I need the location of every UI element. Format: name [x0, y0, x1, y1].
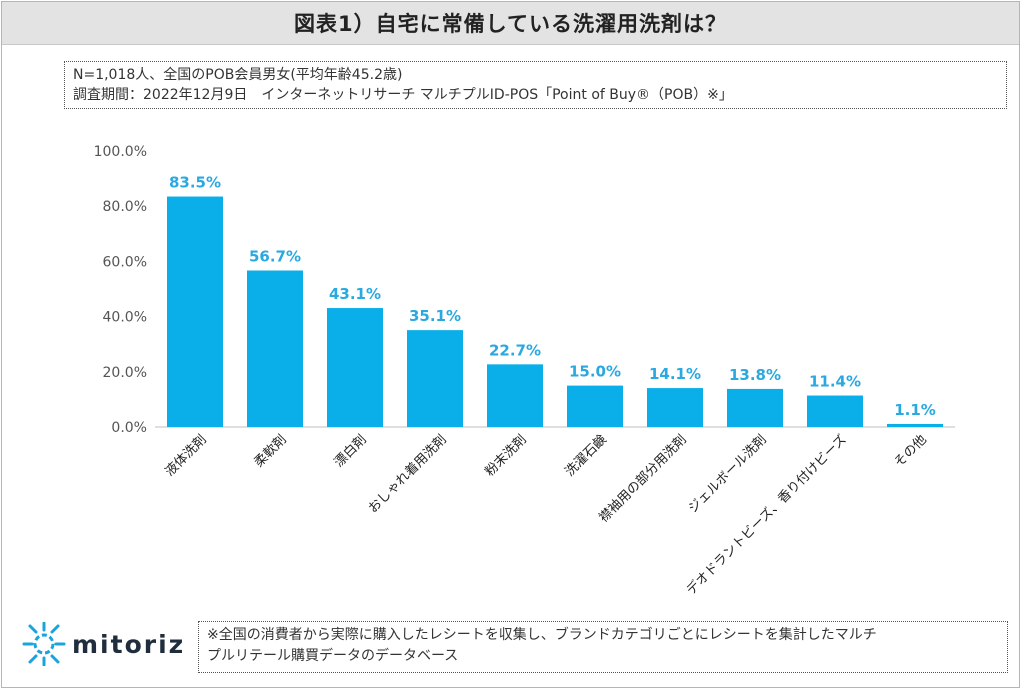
category-label: ジェルボール洗剤 — [685, 432, 770, 517]
footnote-box: ※全国の消費者から実際に購入したレシートを収集し、ブランドカテゴリごとにレシート… — [198, 621, 1008, 673]
data-label: 13.8% — [729, 366, 781, 384]
bar-chart: 0.0% 20.0% 40.0% 60.0% 80.0% 100.0% 83.5% 56.7… — [94, 144, 955, 599]
footnote-line-1: ※全国の消費者から実際に購入したレシートを収集し、ブランドカテゴリごとにレシート… — [207, 627, 877, 643]
category-label: 襟袖用の部分用洗剤 — [596, 432, 690, 526]
data-label: 11.4% — [809, 373, 861, 391]
category-label: 洗濯石鹸 — [562, 432, 609, 479]
y-tick-label: 60.0% — [103, 254, 147, 270]
bar — [567, 385, 623, 427]
data-label: 35.1% — [409, 307, 461, 325]
data-label: 56.7% — [249, 248, 301, 266]
y-tick-label: 20.0% — [103, 365, 147, 381]
data-label: 15.0% — [569, 363, 621, 381]
category-label: 粉末洗剤 — [482, 432, 530, 480]
y-tick-label: 40.0% — [103, 310, 147, 326]
bars — [167, 196, 943, 427]
logo-text: mitoriz — [72, 629, 186, 659]
data-labels: 83.5% 56.7% 43.1% 35.1% 22.7% 15.0% 14.1% 13.8%… — [169, 174, 936, 419]
bar — [327, 308, 383, 427]
category-label: 柔軟剤 — [251, 432, 290, 471]
bar — [167, 196, 223, 427]
bar — [407, 330, 463, 427]
survey-info-line-1: N=1,018人、全国のPOB会員男女(平均年齢45.2歳) — [73, 67, 403, 83]
mitoriz-logo-icon — [22, 622, 66, 666]
footnote-line-2: プルリテール購買データのデータベース — [207, 648, 459, 664]
y-tick-label: 80.0% — [103, 199, 147, 215]
survey-info-line-2: 調査期間：2022年12月9日 インターネットリサーチ マルチプルID-POS「… — [73, 87, 733, 103]
category-label: 液体洗剤 — [162, 432, 210, 480]
bar — [487, 364, 543, 427]
brand-logo: mitoriz — [22, 622, 185, 666]
data-label: 1.1% — [894, 401, 936, 419]
category-label: 漂白剤 — [331, 432, 370, 471]
category-label: デオドラントビーズ、香り付けビーズ — [683, 432, 850, 599]
category-label: おしゃれ着用洗剤 — [365, 432, 450, 517]
data-label: 14.1% — [649, 365, 701, 383]
category-label: その他 — [892, 432, 930, 470]
y-tick-label: 0.0% — [111, 420, 147, 436]
bar — [887, 423, 943, 427]
bar — [247, 270, 303, 427]
data-label: 83.5% — [169, 174, 221, 192]
bar — [647, 388, 703, 427]
survey-info-box: N=1,018人、全国のPOB会員男女(平均年齢45.2歳) 調査期間：2022… — [64, 61, 1007, 109]
y-tick-label: 100.0% — [94, 144, 147, 160]
data-label: 22.7% — [489, 341, 541, 359]
data-label: 43.1% — [329, 285, 381, 303]
bar — [727, 388, 783, 427]
bar — [807, 395, 863, 427]
page-title: 図表1）自宅に常備している洗濯用洗剤は？ — [294, 12, 727, 36]
y-axis-tick-labels: 0.0% 20.0% 40.0% 60.0% 80.0% 100.0% — [94, 144, 147, 436]
title-bar: 図表1）自宅に常備している洗濯用洗剤は？ — [2, 2, 1019, 45]
